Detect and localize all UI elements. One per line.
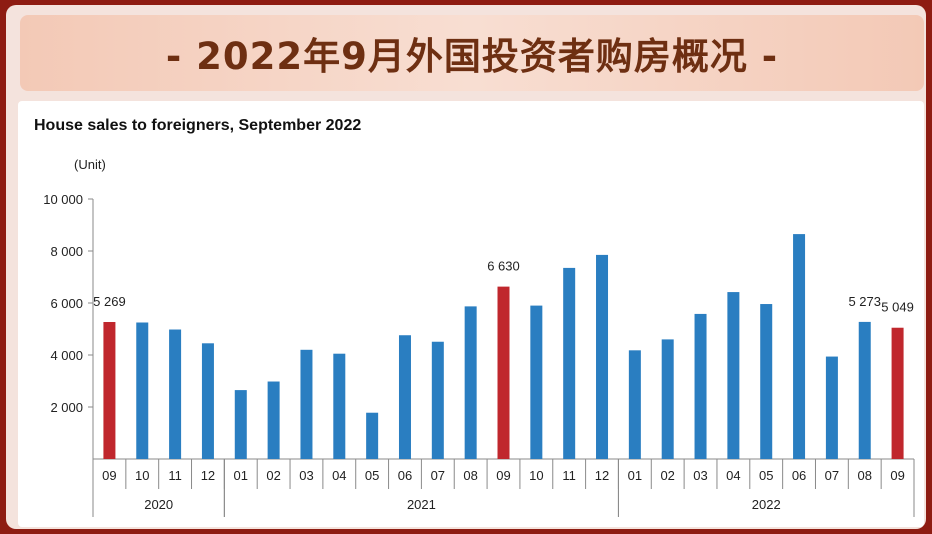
bar (596, 254, 609, 459)
frame: - 2022年9月外国投资者购房概况 - House sales to fore… (6, 5, 926, 529)
header-banner: - 2022年9月外国投资者购房概况 - (20, 15, 924, 91)
bar-highlight (891, 327, 904, 459)
bar-chart: 2 000 4 000 6 000 8 000 10 000 2020 2021 2022 09… (43, 192, 915, 517)
bar (431, 341, 444, 459)
x-tick-label: 01 (628, 468, 642, 483)
x-tick-label: 03 (299, 468, 313, 483)
data-label: 5 049 (881, 300, 914, 315)
y-tick-label: 8 000 (50, 244, 83, 259)
bar (234, 390, 247, 459)
bar (398, 335, 411, 459)
x-tick-label: 10 (135, 468, 149, 483)
bar (530, 305, 543, 459)
x-tick-label: 05 (365, 468, 379, 483)
x-tick-label: 07 (825, 468, 839, 483)
x-tick-label: 05 (759, 468, 773, 483)
y-tick-label: 4 000 (50, 348, 83, 363)
x-tick-label: 09 (102, 468, 116, 483)
bar (136, 322, 149, 459)
bar (169, 329, 182, 459)
bar (464, 306, 477, 459)
bar-highlight (103, 322, 116, 459)
x-tick-label: 11 (168, 468, 182, 483)
data-label: 6 630 (487, 259, 520, 274)
data-label: 5 273 (848, 294, 881, 309)
bar (366, 412, 379, 459)
x-tick-label: 08 (858, 468, 872, 483)
year-label: 2020 (144, 497, 173, 512)
y-axis-unit-label: (Unit) (74, 157, 106, 172)
y-tick-label: 6 000 (50, 296, 83, 311)
x-tick-label: 04 (332, 468, 346, 483)
x-tick-label: 02 (660, 468, 674, 483)
x-tick-label: 01 (234, 468, 248, 483)
x-tick-label: 09 (890, 468, 904, 483)
bar (727, 292, 740, 459)
bar (201, 343, 214, 459)
y-tick-label: 2 000 (50, 400, 83, 415)
year-label: 2021 (407, 497, 436, 512)
bar (267, 381, 280, 459)
bar (793, 234, 806, 459)
bar (694, 313, 707, 459)
x-tick-label: 12 (595, 468, 609, 483)
chart-panel: House sales to foreigners, September 202… (18, 101, 924, 527)
bar (825, 356, 838, 459)
bar (760, 304, 773, 459)
x-tick-label: 07 (431, 468, 445, 483)
bar (628, 350, 641, 459)
year-label: 2022 (752, 497, 781, 512)
x-tick-label: 02 (266, 468, 280, 483)
bar (563, 267, 576, 459)
y-tick-label: 10 000 (43, 192, 83, 207)
x-tick-label: 09 (496, 468, 510, 483)
data-label: 5 269 (93, 294, 126, 309)
x-tick-label: 04 (726, 468, 740, 483)
bar (300, 349, 313, 459)
x-tick-label: 12 (201, 468, 215, 483)
bar (661, 339, 674, 459)
bar (858, 321, 871, 459)
chart-title: House sales to foreigners, September 202… (34, 117, 362, 134)
bar (333, 353, 346, 459)
x-tick-label: 10 (529, 468, 543, 483)
x-tick-label: 08 (463, 468, 477, 483)
x-tick-label: 06 (398, 468, 412, 483)
x-tick-label: 03 (693, 468, 707, 483)
x-tick-label: 06 (792, 468, 806, 483)
page-title: - 2022年9月外国投资者购房概况 - (165, 35, 779, 78)
bar-highlight (497, 286, 510, 459)
x-tick-label: 11 (562, 468, 576, 483)
